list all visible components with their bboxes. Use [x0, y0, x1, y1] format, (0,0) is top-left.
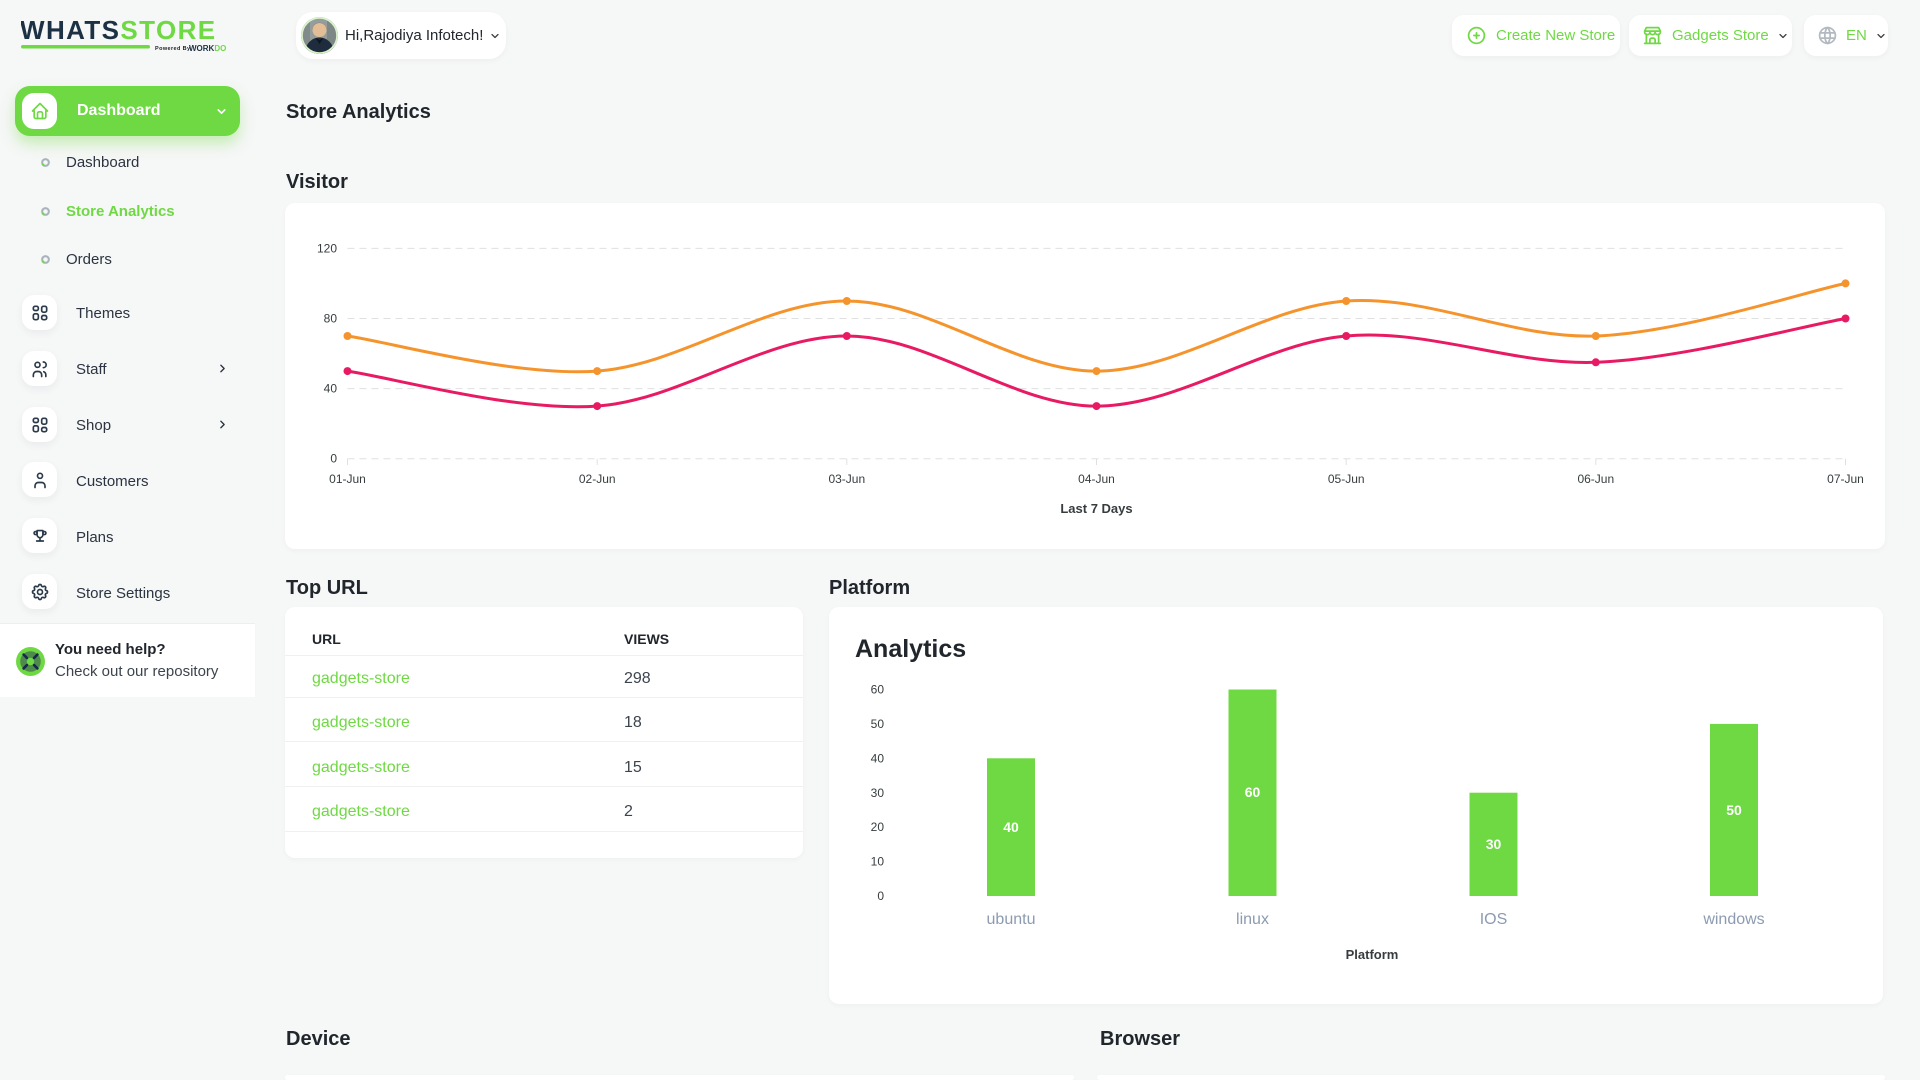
svg-text:Last 7 Days: Last 7 Days: [1060, 501, 1132, 516]
svg-text:06-Jun: 06-Jun: [1577, 472, 1614, 486]
svg-text:ubuntu: ubuntu: [987, 911, 1036, 928]
svg-text:30: 30: [1486, 836, 1502, 852]
svg-text:02-Jun: 02-Jun: [579, 472, 616, 486]
svg-text:50: 50: [871, 717, 885, 731]
svg-text:60: 60: [871, 683, 885, 697]
svg-text:0: 0: [877, 889, 884, 903]
svg-text:WORKDO: WORKDO: [189, 44, 226, 53]
svg-text:Platform: Platform: [1346, 947, 1399, 962]
svg-text:40: 40: [324, 382, 338, 396]
svg-text:30: 30: [871, 786, 885, 800]
svg-text:10: 10: [871, 855, 885, 869]
svg-text:IOS: IOS: [1480, 911, 1508, 928]
svg-text:120: 120: [317, 241, 337, 255]
svg-text:04-Jun: 04-Jun: [1078, 472, 1115, 486]
svg-text:WHATSSTORE: WHATSSTORE: [21, 18, 217, 45]
svg-text:Powered By: Powered By: [155, 46, 191, 52]
svg-text:0: 0: [330, 452, 337, 466]
svg-text:40: 40: [1003, 819, 1019, 835]
svg-text:windows: windows: [1702, 911, 1764, 928]
svg-text:40: 40: [871, 751, 885, 765]
svg-text:05-Jun: 05-Jun: [1328, 472, 1365, 486]
svg-text:03-Jun: 03-Jun: [828, 472, 865, 486]
svg-text:01-Jun: 01-Jun: [329, 472, 366, 486]
svg-text:linux: linux: [1236, 911, 1269, 928]
svg-text:80: 80: [324, 312, 338, 326]
svg-text:60: 60: [1245, 784, 1261, 800]
svg-text:50: 50: [1726, 802, 1742, 818]
svg-text:07-Jun: 07-Jun: [1827, 472, 1864, 486]
svg-text:20: 20: [871, 820, 885, 834]
